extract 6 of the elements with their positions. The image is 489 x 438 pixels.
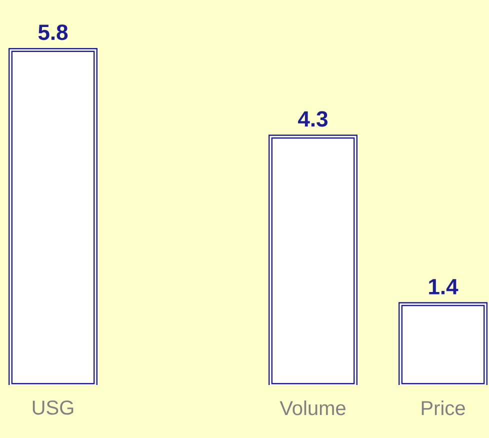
x-tick-label: USG — [32, 400, 74, 415]
data-label: 1.4 — [429, 279, 458, 294]
x-tick-label: Volume — [280, 400, 346, 416]
data-label: 4.3 — [298, 111, 328, 127]
data-label: 5.8 — [38, 24, 68, 40]
x-tick-label: Price — [422, 400, 465, 416]
